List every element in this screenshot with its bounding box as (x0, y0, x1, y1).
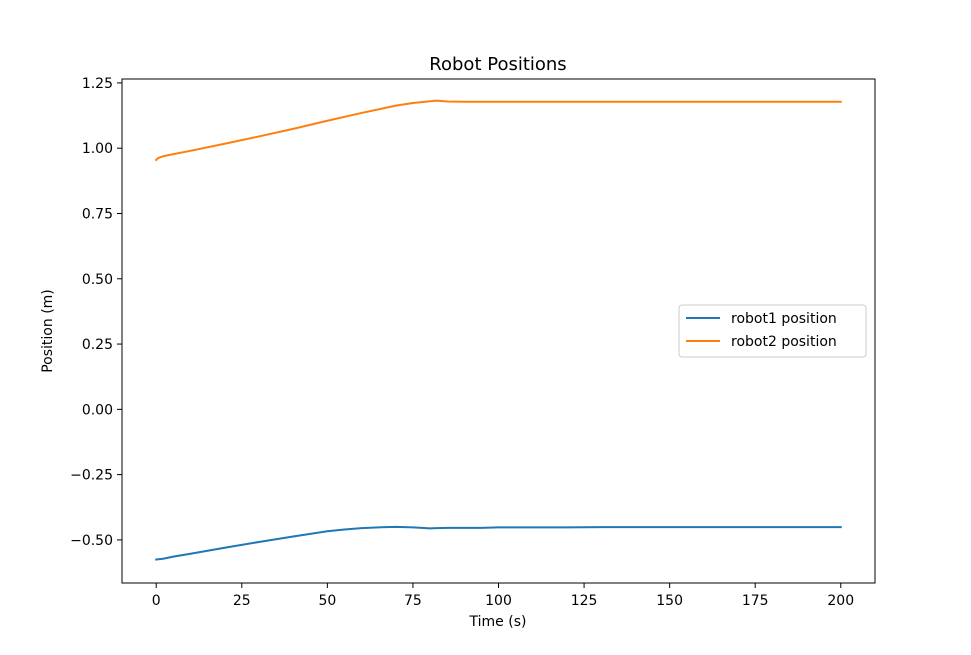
y-tick-label: 1.25 (82, 76, 113, 92)
x-tick-label: 75 (404, 593, 422, 609)
x-tick-label: 200 (827, 593, 854, 609)
legend: robot1 position robot2 position (678, 304, 867, 358)
series-line-robot2 (154, 99, 842, 162)
x-axis: 0 25 50 75 100 125 150 175 200 (152, 583, 854, 609)
y-tick-label: 0.00 (82, 402, 113, 418)
x-tick-label: 100 (485, 593, 512, 609)
x-tick-label: 150 (656, 593, 683, 609)
legend-label-robot2: robot2 position (731, 334, 837, 350)
x-tick-label: 0 (152, 593, 161, 609)
legend-label-robot1: robot1 position (731, 311, 837, 327)
x-tick-label: 25 (233, 593, 251, 609)
series-line-robot1 (155, 525, 842, 561)
y-tick-label: 0.25 (82, 337, 113, 353)
legend-box (678, 304, 867, 358)
y-tick-label: −0.50 (70, 533, 113, 549)
x-axis-label: Time (s) (469, 614, 527, 630)
x-tick-label: 175 (742, 593, 769, 609)
x-tick-label: 125 (571, 593, 598, 609)
y-axis-label: Position (m) (40, 289, 56, 373)
y-tick-label: 0.75 (82, 206, 113, 222)
chart-title: Robot Positions (429, 54, 566, 75)
series-layer (154, 99, 842, 561)
y-tick-label: −0.25 (70, 468, 113, 484)
y-tick-label: 0.50 (82, 272, 113, 288)
x-tick-label: 50 (318, 593, 336, 609)
y-axis: −0.50 −0.25 0.00 0.25 0.50 0.75 1.00 1.25 (70, 76, 122, 549)
y-tick-label: 1.00 (82, 141, 113, 157)
